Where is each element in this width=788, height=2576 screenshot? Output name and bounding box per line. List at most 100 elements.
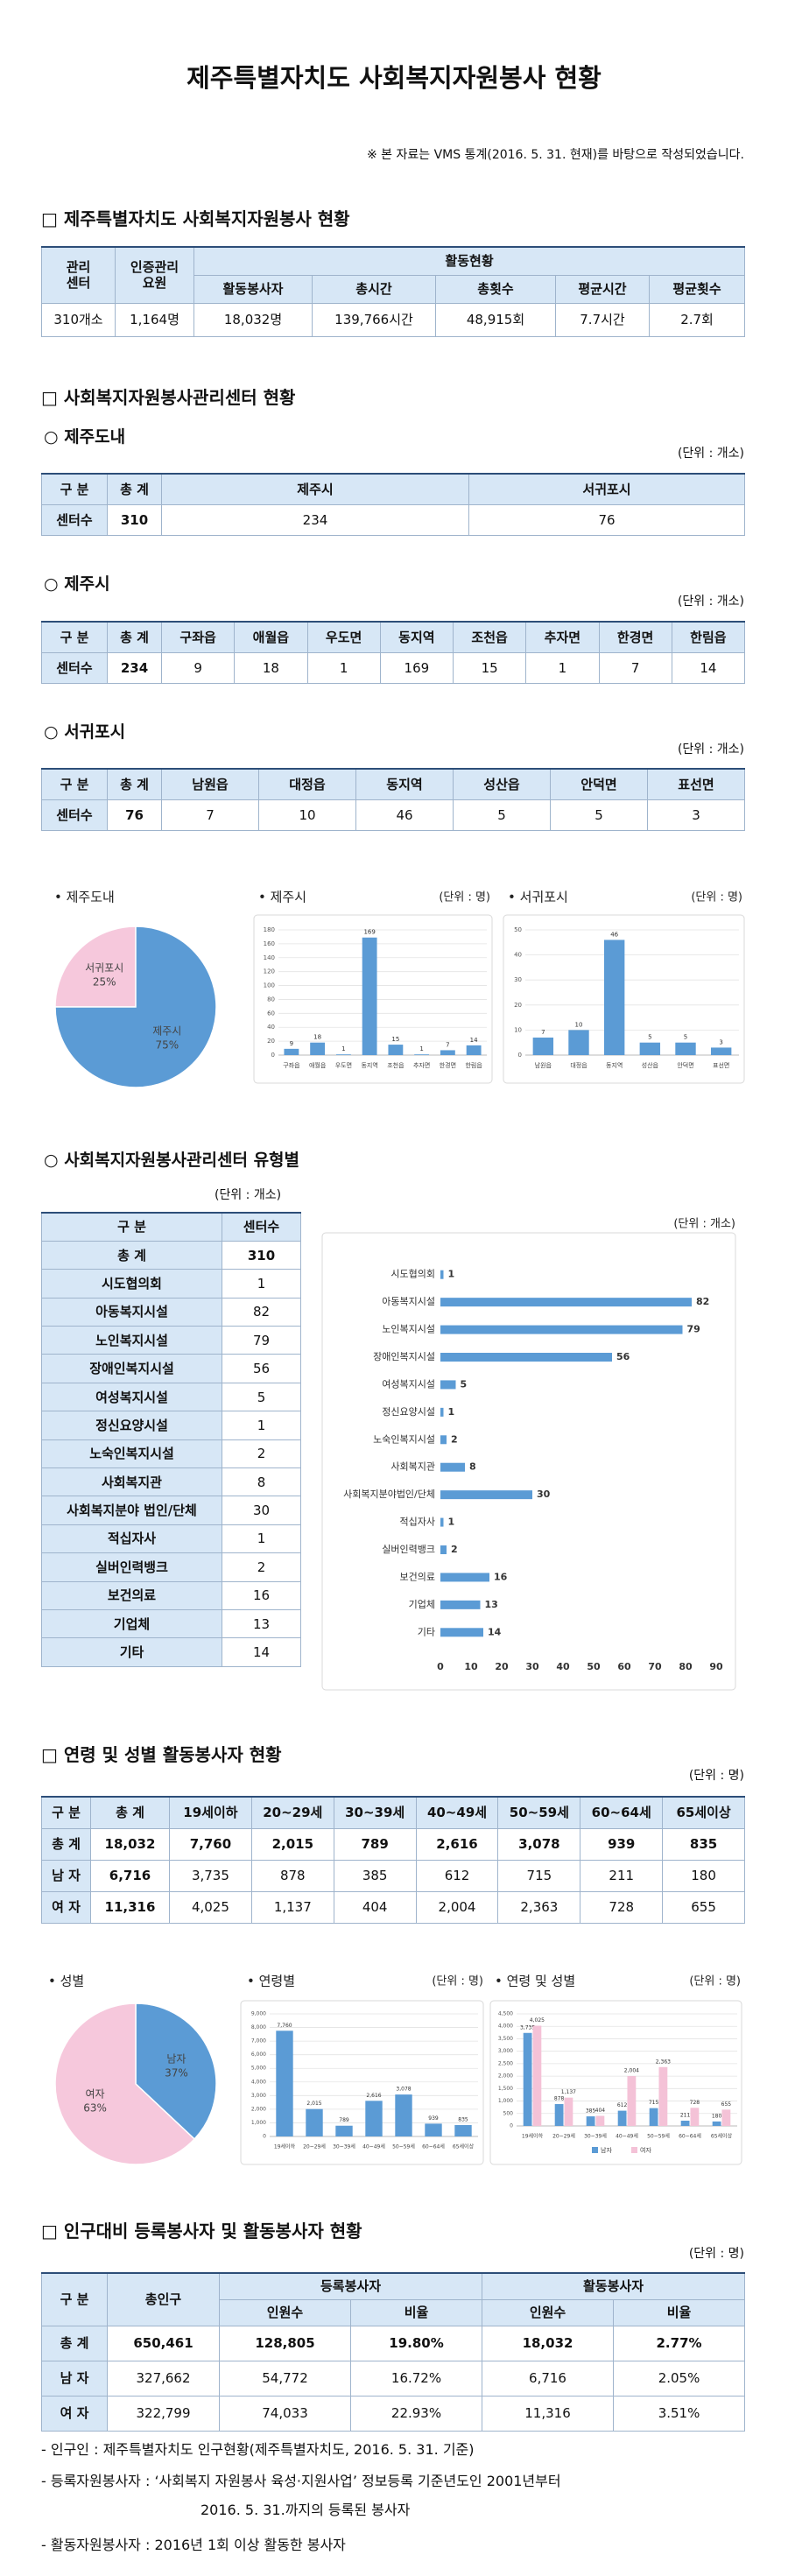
table-cell: 789 [333, 1827, 417, 1861]
table-cell: 1,137 [250, 1890, 334, 1924]
table-cell: 8 [222, 1467, 301, 1497]
table-row: 실버인력뱅크 2 [41, 1552, 301, 1582]
unit-label: (단위 : 명) [689, 1975, 741, 1988]
value-label: 180 [712, 2113, 722, 2119]
pie-slice [135, 2002, 217, 2141]
value-label: 1 [448, 1406, 455, 1418]
value-label: 655 [721, 2101, 732, 2108]
table-row: 인원수 비율 인원수 비율 [42, 2298, 746, 2326]
bar [365, 2101, 383, 2136]
unit-label: (단위 : 개소) [677, 743, 744, 757]
table-cell: 노숙인복지시설 [41, 1439, 222, 1469]
sub-heading: ○ 제주도내 [44, 427, 126, 447]
chart-title: • 제주시 [258, 890, 306, 905]
table-cell: 15 [452, 651, 527, 684]
unit-label: (단위 : 명) [691, 891, 742, 904]
table-row: 정신요양시설 1 [41, 1411, 301, 1440]
bar [362, 937, 377, 1055]
table-row: 센터수 234 9 18 1 169 15 1 7 14 [41, 651, 746, 684]
header-cell: 인원수 [219, 2298, 351, 2326]
value-label: 169 [363, 929, 375, 936]
bar [388, 1045, 404, 1055]
y-tick-label: 아동복지시설 [382, 1296, 435, 1307]
bar [425, 2123, 442, 2136]
table-cell: 76 [468, 503, 745, 536]
x-tick-label: 성산읍 [642, 1061, 659, 1069]
table-cell: 1 [306, 651, 381, 684]
slice-label: 서귀포시 [85, 962, 123, 975]
table-row: 보건의료 16 [41, 1580, 301, 1610]
value-label: 939 [428, 2115, 439, 2122]
value-label: 9 [290, 1040, 293, 1047]
bar [658, 2066, 668, 2126]
table-row: 여 자 322,799 74,033 22.93% 11,316 3.51% [41, 2395, 746, 2432]
header-cell: 조천읍 [452, 621, 527, 653]
x-tick-label: 10 [464, 1661, 478, 1672]
table-row: 활동봉사자 총시간 총횟수 평균시간 평균횟수 [42, 274, 746, 304]
header-cell: 비율 [349, 2298, 483, 2326]
x-tick-label: 30~39세 [584, 2133, 607, 2140]
bar [586, 2116, 595, 2126]
header-cell: 대정읍 [258, 768, 356, 800]
value-label: 878 [554, 2096, 565, 2102]
y-tick-label: 실버인력뱅크 [382, 1544, 435, 1555]
y-tick-label: 2,000 [498, 2073, 513, 2080]
table-cell: 169 [379, 651, 454, 684]
header-cell: 구 분 [41, 473, 108, 505]
legend-swatch [631, 2147, 637, 2153]
value-label: 7,760 [277, 2023, 292, 2029]
value-label: 18 [313, 1034, 321, 1041]
slice-label: 남자 [166, 2052, 186, 2065]
bar [564, 2097, 573, 2126]
y-tick-label: 60 [267, 1010, 275, 1017]
header-cell: 성산읍 [453, 768, 551, 800]
value-label: 10 [575, 1021, 583, 1028]
table-row: 여성복지시설 5 [41, 1382, 301, 1412]
y-tick-label: 80 [267, 996, 275, 1003]
bar [440, 1573, 489, 1582]
bar [675, 1042, 696, 1055]
bar [440, 1050, 455, 1055]
value-label: 7 [541, 1029, 545, 1036]
header-cell: 표선면 [647, 768, 745, 800]
value-label: 4,025 [530, 2017, 545, 2023]
y-tick-label: 2,000 [251, 2106, 266, 2112]
bar [440, 1462, 465, 1472]
bar [721, 2109, 731, 2126]
table-cell: 2.05% [613, 2360, 746, 2397]
table-cell: 1 [222, 1411, 301, 1440]
table-cell: 2,363 [497, 1890, 581, 1924]
table-cell: 655 [662, 1890, 746, 1924]
table-cell: 18 [234, 651, 308, 684]
y-tick-label: 0 [510, 2123, 513, 2129]
bar [680, 2120, 690, 2126]
table-cell: 16 [222, 1580, 301, 1610]
table-cell: 54,772 [219, 2360, 351, 2397]
footnote: - 활동자원봉사자 : 2016년 1회 이상 활동한 봉사자 [41, 2537, 346, 2553]
value-label: 2,363 [656, 2059, 671, 2065]
x-tick-label: 한림읍 [465, 1062, 482, 1069]
table-cell: 612 [415, 1859, 499, 1892]
y-tick-label: 1,000 [251, 2120, 266, 2126]
x-tick-label: 80 [679, 1661, 693, 1672]
table-cell: 7,760 [169, 1827, 252, 1861]
header-cell: 활동봉사자 [482, 2272, 746, 2300]
table-cell: 46 [355, 799, 454, 831]
x-tick-label: 0 [437, 1661, 444, 1672]
table-row: 노인복지시설 79 [41, 1326, 301, 1355]
table-cell: 650,461 [107, 2325, 220, 2361]
header-cell: 총시간 [312, 274, 436, 304]
table-cell: 여 자 [41, 1890, 91, 1924]
header-cell: 구 분 [41, 1796, 91, 1829]
table-cell: 6,716 [482, 2360, 615, 2397]
bar [440, 1298, 692, 1307]
bar [335, 1054, 351, 1055]
table-row: 남 자 6,716 3,735 878 385 612 715 211 180 [41, 1859, 746, 1892]
x-tick-label: 20~29세 [552, 2133, 575, 2140]
header-cell: 남원읍 [161, 768, 259, 800]
table-cell: 2.7회 [648, 302, 746, 337]
table-row: 총 계 650,461 128,805 19.80% 18,032 2.77% [41, 2325, 746, 2361]
x-tick-label: 19세이하 [522, 2133, 544, 2140]
table-cell: 18,032명 [193, 302, 313, 337]
